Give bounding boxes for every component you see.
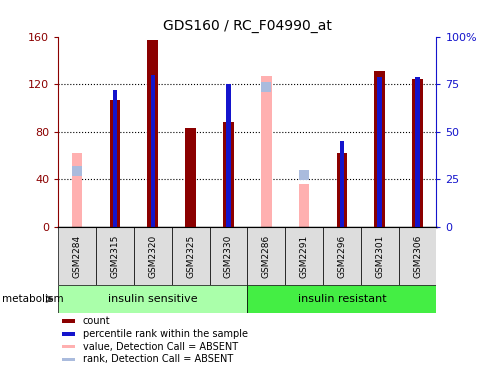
Bar	[260, 76, 271, 227]
Text: insulin sensitive: insulin sensitive	[108, 294, 197, 304]
Bar	[185, 128, 196, 227]
Bar	[171, 227, 209, 285]
Text: GSM2325: GSM2325	[186, 235, 195, 278]
Bar	[377, 77, 381, 227]
Text: GSM2301: GSM2301	[375, 235, 383, 278]
Text: insulin resistant: insulin resistant	[297, 294, 385, 304]
Bar	[150, 75, 155, 227]
Bar	[62, 358, 75, 361]
Text: GSM2286: GSM2286	[261, 235, 270, 278]
Bar	[58, 227, 96, 285]
Bar	[336, 153, 347, 227]
Text: metabolism: metabolism	[2, 294, 64, 304]
Bar	[58, 285, 247, 313]
Bar	[411, 79, 422, 227]
Text: GSM2291: GSM2291	[299, 235, 308, 278]
Bar	[62, 332, 75, 336]
Bar	[226, 84, 230, 227]
Text: rank, Detection Call = ABSENT: rank, Detection Call = ABSENT	[83, 354, 232, 364]
Bar	[209, 227, 247, 285]
Bar	[322, 227, 360, 285]
Bar	[360, 227, 398, 285]
Bar	[72, 153, 82, 227]
Text: GSM2320: GSM2320	[148, 235, 157, 278]
Bar	[96, 227, 134, 285]
Bar	[339, 141, 344, 227]
Text: GSM2306: GSM2306	[412, 235, 421, 278]
Bar	[298, 184, 309, 227]
Bar	[414, 77, 419, 227]
Text: GSM2296: GSM2296	[337, 235, 346, 278]
Text: count: count	[83, 316, 110, 326]
Bar	[112, 90, 117, 227]
Text: value, Detection Call = ABSENT: value, Detection Call = ABSENT	[83, 341, 238, 351]
Text: GSM2330: GSM2330	[224, 235, 232, 278]
Bar	[285, 227, 322, 285]
Bar	[134, 227, 171, 285]
Bar	[147, 40, 158, 227]
Text: GSM2315: GSM2315	[110, 235, 119, 278]
Text: percentile rank within the sample: percentile rank within the sample	[83, 329, 247, 339]
Bar	[223, 122, 233, 227]
Bar	[62, 345, 75, 348]
Bar	[247, 227, 285, 285]
Text: GSM2284: GSM2284	[73, 235, 81, 278]
Bar	[247, 285, 436, 313]
Bar	[374, 71, 384, 227]
Bar	[398, 227, 436, 285]
Bar	[109, 100, 120, 227]
Bar	[62, 319, 75, 323]
Title: GDS160 / RC_F04990_at: GDS160 / RC_F04990_at	[163, 19, 331, 33]
